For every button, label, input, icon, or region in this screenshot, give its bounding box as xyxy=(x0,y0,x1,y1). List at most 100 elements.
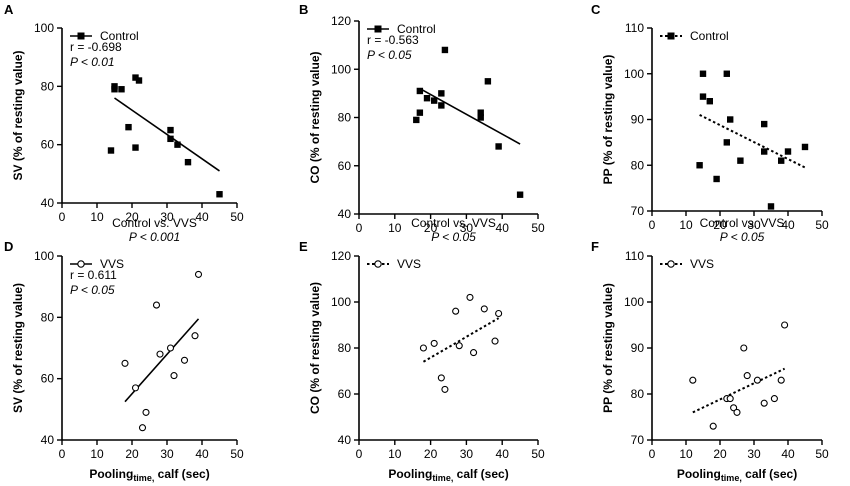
x-tick-label: 10 xyxy=(90,447,104,461)
x-axis-label-main: Pooling xyxy=(677,467,721,481)
data-point xyxy=(713,175,720,183)
data-point xyxy=(416,109,424,116)
data-point xyxy=(730,404,738,412)
data-point xyxy=(191,332,199,340)
x-axis-label-sub: time, xyxy=(432,473,453,483)
x-axis-label: Poolingtime, calf (sec) xyxy=(89,467,209,483)
panel-letter: B xyxy=(299,2,308,17)
y-axis-label: PP (% of resting value) xyxy=(601,55,615,185)
data-point xyxy=(491,337,499,345)
data-point xyxy=(167,135,174,143)
stats-text: P < 0.05 xyxy=(70,283,115,297)
y-tick-label: 60 xyxy=(41,372,55,386)
data-point xyxy=(726,395,734,403)
x-tick-label: 30 xyxy=(460,447,474,461)
data-point xyxy=(689,376,697,384)
data-point xyxy=(132,74,139,81)
x-axis-label: Poolingtime, calf (sec) xyxy=(677,467,797,483)
data-point xyxy=(135,77,143,84)
data-point xyxy=(441,46,449,54)
legend: Control xyxy=(367,22,436,36)
y-tick-label: 60 xyxy=(41,138,55,152)
x-tick-label: 20 xyxy=(125,447,139,461)
comparison-text: P < 0.05 xyxy=(431,230,476,244)
x-tick-label: 10 xyxy=(679,218,693,232)
data-point xyxy=(516,191,524,198)
chart-panel-c: C 0 10 20 30 40 50 70 80 90 100 110 PP (% of resting… xyxy=(591,2,829,244)
data-point xyxy=(174,141,181,148)
data-point xyxy=(767,203,775,210)
y-tick-label: 120 xyxy=(331,249,351,263)
x-tick-label: 50 xyxy=(815,218,829,232)
stats-text: P < 0.05 xyxy=(367,48,412,62)
legend: VVS xyxy=(660,257,714,271)
y-tick-label: 60 xyxy=(338,159,352,173)
data-point xyxy=(430,339,438,347)
data-point xyxy=(216,191,223,198)
data-point xyxy=(706,98,713,105)
y-tick-label: 80 xyxy=(631,158,645,172)
y-tick-label: 70 xyxy=(631,204,645,218)
x-tick-label: 30 xyxy=(160,210,174,224)
chart-panel-f: F 0 10 20 30 40 50 70 80 90 100 110 PP (% of resting… xyxy=(591,239,829,483)
data-point xyxy=(452,307,460,315)
x-tick-label: 20 xyxy=(424,221,438,235)
y-tick-label: 80 xyxy=(41,310,55,324)
x-tick-label: 30 xyxy=(460,221,474,235)
data-point xyxy=(761,120,768,128)
x-tick-label: 0 xyxy=(59,447,66,461)
data-point xyxy=(419,344,427,352)
x-tick-label: 50 xyxy=(815,447,829,461)
data-point xyxy=(138,424,147,432)
y-tick-label: 80 xyxy=(631,387,645,401)
data-point xyxy=(413,116,420,124)
data-point xyxy=(131,384,140,392)
x-tick-label: 10 xyxy=(388,447,402,461)
data-point xyxy=(696,162,703,169)
y-tick-label: 110 xyxy=(625,21,644,35)
stats-text: r = -0.563 xyxy=(367,33,419,47)
comparison-text: Control vs. VVS xyxy=(700,216,785,230)
data-point xyxy=(740,344,748,352)
data-point xyxy=(770,395,778,403)
panel-letter: D xyxy=(4,239,13,254)
y-axis-label: SV (% of resting value) xyxy=(11,50,25,180)
data-point xyxy=(142,408,150,416)
x-tick-label: 0 xyxy=(356,447,363,461)
data-point xyxy=(416,87,424,95)
y-tick-label: 80 xyxy=(338,341,352,355)
x-tick-label: 30 xyxy=(160,447,174,461)
data-point xyxy=(156,350,164,358)
data-point xyxy=(466,293,474,301)
comparison-text: Control vs. VVS xyxy=(411,216,496,230)
x-tick-label: 50 xyxy=(230,210,244,224)
data-point xyxy=(437,374,445,382)
data-point xyxy=(121,359,129,367)
data-point xyxy=(495,143,502,150)
y-tick-label: 40 xyxy=(41,433,55,447)
y-axis-label: PP (% of resting value) xyxy=(601,283,615,413)
regression-line xyxy=(422,317,500,363)
x-axis-label-tail: calf (sec) xyxy=(742,467,797,481)
y-axis-label: SV (% of resting value) xyxy=(11,283,25,413)
x-axis-label-sub: time, xyxy=(133,473,154,483)
data-point xyxy=(495,309,503,318)
data-point xyxy=(781,321,789,329)
legend-label: Control xyxy=(690,29,729,43)
data-point xyxy=(760,399,768,407)
x-tick-label: 50 xyxy=(531,447,545,461)
data-point xyxy=(438,102,445,109)
data-point xyxy=(132,144,139,151)
panel-letter: C xyxy=(591,2,601,17)
data-point xyxy=(723,139,730,146)
legend: VVS xyxy=(70,257,124,271)
data-point xyxy=(167,126,174,134)
x-tick-label: 40 xyxy=(496,221,510,235)
regression-line xyxy=(699,114,806,169)
x-tick-label: 0 xyxy=(356,221,363,235)
data-point xyxy=(477,109,484,116)
x-axis-label-sub: time, xyxy=(721,473,742,483)
x-tick-label: 40 xyxy=(496,447,510,461)
x-tick-label: 50 xyxy=(230,447,244,461)
